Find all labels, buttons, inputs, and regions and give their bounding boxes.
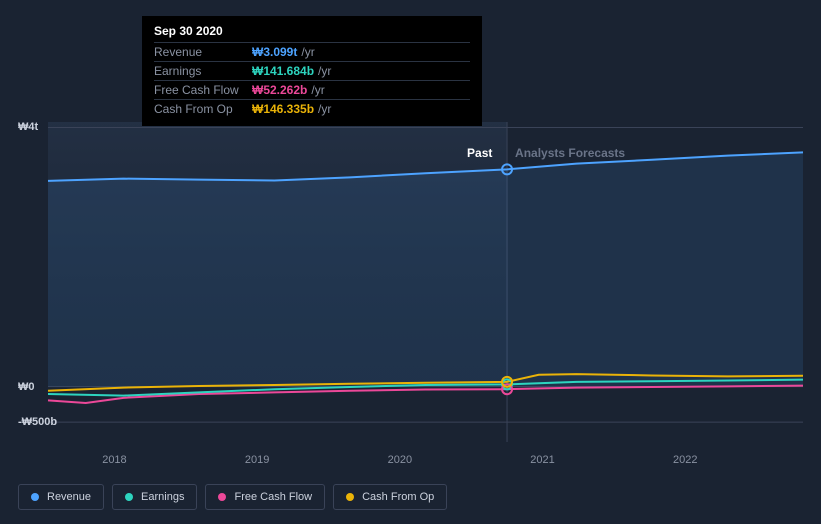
legend-dot-icon xyxy=(346,493,354,501)
x-axis-label: 2020 xyxy=(388,454,412,466)
tooltip-metric-label: Revenue xyxy=(154,45,252,59)
past-label: Past xyxy=(467,146,492,160)
legend-dot-icon xyxy=(218,493,226,501)
forecast-label: Analysts Forecasts xyxy=(515,146,625,160)
tooltip-metric-label: Free Cash Flow xyxy=(154,83,252,97)
legend-label: Free Cash Flow xyxy=(234,491,312,503)
tooltip-suffix: /yr xyxy=(301,45,314,59)
legend-label: Earnings xyxy=(141,491,184,503)
legend: Revenue Earnings Free Cash Flow Cash From O… xyxy=(18,484,447,510)
x-axis-label: 2018 xyxy=(102,454,126,466)
tooltip-row: Free Cash Flow₩52.262b/yr xyxy=(154,80,470,99)
tooltip-metric-value: ₩52.262b xyxy=(252,83,307,97)
tooltip-row: Earnings₩141.684b/yr xyxy=(154,61,470,80)
legend-item-free-cash-flow[interactable]: Free Cash Flow xyxy=(205,484,325,510)
x-axis-label: 2019 xyxy=(245,454,269,466)
tooltip-suffix: /yr xyxy=(318,102,331,116)
legend-dot-icon xyxy=(31,493,39,501)
x-axis-label: 2022 xyxy=(673,454,697,466)
legend-label: Revenue xyxy=(47,491,91,503)
tooltip-suffix: /yr xyxy=(318,64,331,78)
legend-item-revenue[interactable]: Revenue xyxy=(18,484,104,510)
chart-tooltip: Sep 30 2020 Revenue₩3.099t/yrEarnings₩14… xyxy=(142,16,482,126)
tooltip-metric-value: ₩3.099t xyxy=(252,45,297,59)
tooltip-date: Sep 30 2020 xyxy=(154,24,470,38)
tooltip-row: Cash From Op₩146.335b/yr xyxy=(154,99,470,118)
x-axis-label: 2021 xyxy=(530,454,554,466)
tooltip-row: Revenue₩3.099t/yr xyxy=(154,42,470,61)
tooltip-metric-value: ₩146.335b xyxy=(252,102,314,116)
y-axis-label: -₩500b xyxy=(18,416,57,428)
tooltip-metric-label: Cash From Op xyxy=(154,102,252,116)
tooltip-metric-label: Earnings xyxy=(154,64,252,78)
chart-area: ₩4t₩0-₩500b 20182019202020212022 Past An… xyxy=(18,122,803,442)
tooltip-suffix: /yr xyxy=(311,83,324,97)
y-axis-label: ₩0 xyxy=(18,381,35,393)
legend-item-cash-from-op[interactable]: Cash From Op xyxy=(333,484,447,510)
revenue-area xyxy=(48,152,803,386)
legend-dot-icon xyxy=(125,493,133,501)
legend-label: Cash From Op xyxy=(362,491,434,503)
y-axis-label: ₩4t xyxy=(18,121,38,133)
tooltip-metric-value: ₩141.684b xyxy=(252,64,314,78)
legend-item-earnings[interactable]: Earnings xyxy=(112,484,197,510)
